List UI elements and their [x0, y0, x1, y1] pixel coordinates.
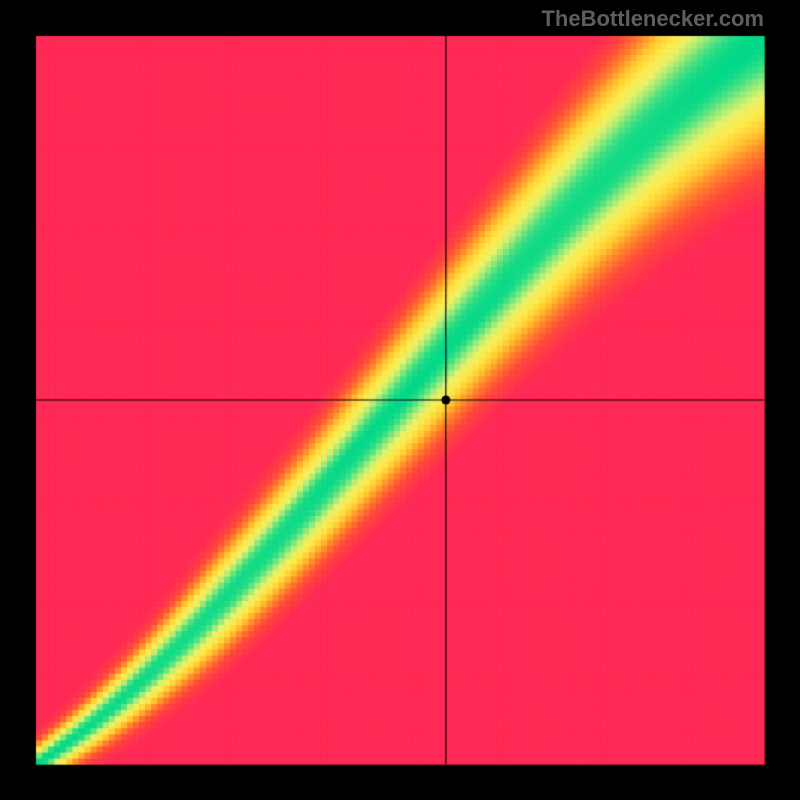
chart-container: TheBottlenecker.com [0, 0, 800, 800]
watermark-label: TheBottlenecker.com [541, 6, 764, 32]
bottleneck-heatmap [0, 0, 800, 800]
